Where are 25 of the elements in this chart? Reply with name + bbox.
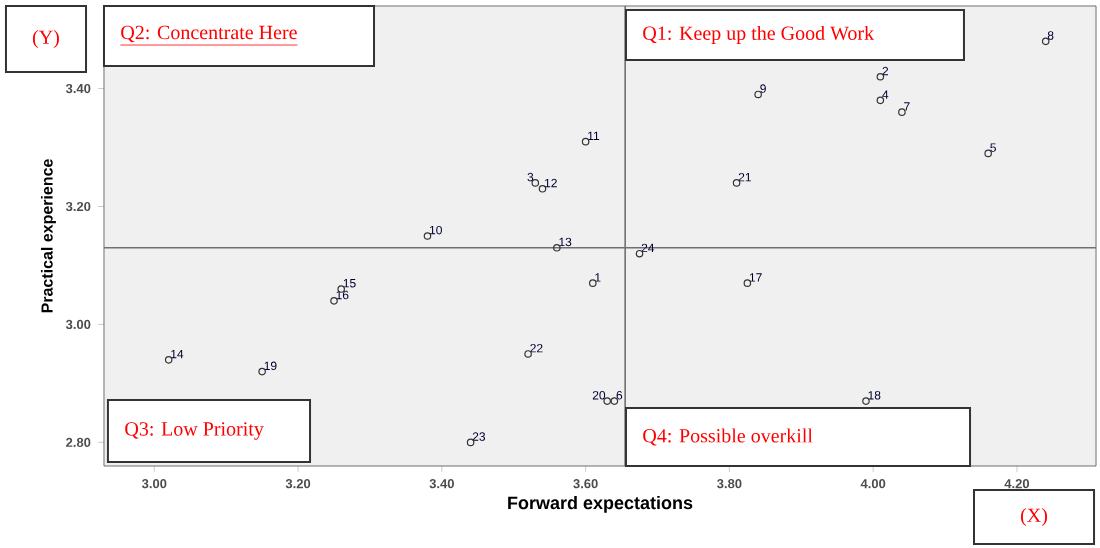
point	[589, 279, 597, 287]
point	[862, 397, 870, 405]
point	[524, 350, 532, 358]
point	[743, 279, 752, 287]
point	[898, 108, 906, 116]
point	[466, 438, 475, 447]
annotation: Q3: Low Priority	[125, 422, 264, 440]
point	[164, 356, 173, 364]
point	[423, 232, 432, 240]
point	[538, 185, 547, 193]
x-axis-title: Forward expectations	[508, 496, 693, 513]
point	[754, 90, 762, 99]
point	[258, 367, 266, 376]
text: (X)	[1021, 507, 1047, 527]
point	[330, 297, 338, 305]
point	[603, 397, 611, 405]
point	[984, 149, 992, 158]
annotation: Q2: Concentrate Here	[121, 25, 297, 43]
point	[531, 179, 540, 187]
annotation: Q1: Keep up the Good Work	[643, 25, 875, 45]
point	[581, 137, 590, 146]
text: (Y)	[32, 29, 59, 49]
annotation: Q4: Possible overkill	[643, 428, 813, 446]
y-axis-title: Practical experience	[40, 159, 56, 313]
point	[1041, 37, 1050, 46]
